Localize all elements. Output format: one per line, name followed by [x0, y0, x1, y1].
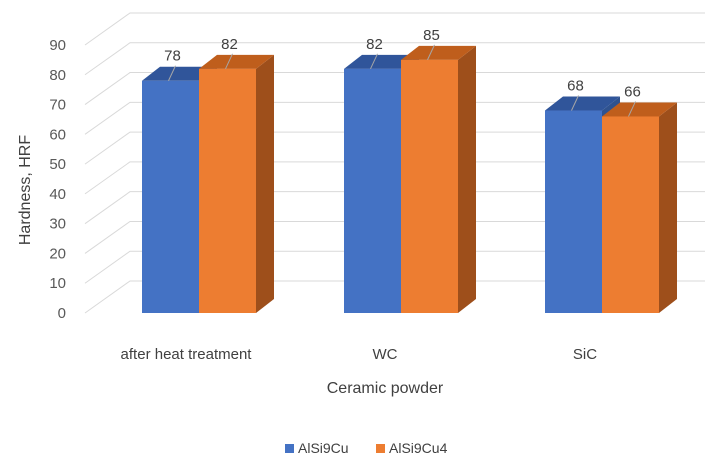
bar-front: [344, 68, 401, 313]
bar: [199, 54, 274, 313]
data-labels: 78 82 82 85 68 66: [164, 27, 641, 117]
data-label: 66: [624, 83, 641, 100]
data-label-leader: [427, 44, 435, 61]
gridline: [84, 12, 705, 46]
data-label-leader: [168, 65, 176, 81]
bar-side: [458, 45, 476, 314]
bar-front: [401, 59, 458, 314]
gridline: [84, 131, 705, 165]
bar-side: [659, 102, 677, 313]
x-tick-label: WC: [373, 346, 398, 363]
gridline: [84, 42, 705, 76]
bar-side: [256, 54, 274, 313]
y-tick-label: 40: [49, 186, 66, 203]
y-tick-label: 50: [49, 156, 66, 173]
bar-front: [199, 68, 256, 313]
y-tick-label: 0: [58, 305, 66, 322]
x-tick-label: after heat treatment: [121, 346, 253, 363]
gridline: [84, 280, 705, 314]
legend-swatch: [376, 444, 385, 453]
y-tick-label: 20: [49, 245, 66, 262]
gridline: [84, 250, 705, 284]
bar: [602, 102, 677, 313]
y-tick-label: 60: [49, 126, 66, 143]
bar: [401, 45, 476, 314]
bar-top: [401, 45, 476, 60]
bar-front: [142, 80, 199, 313]
y-tick-label: 80: [49, 67, 66, 84]
legend-label: AlSi9Cu4: [389, 440, 448, 456]
gridlines: [84, 12, 705, 314]
legend: AlSi9Cu AlSi9Cu4: [285, 440, 448, 456]
data-label: 82: [221, 36, 238, 53]
y-tick-label: 30: [49, 216, 66, 233]
gridline: [84, 220, 705, 254]
data-label: 68: [567, 78, 584, 95]
bar-top: [545, 96, 620, 111]
y-axis-title: Hardness, HRF: [17, 135, 34, 245]
gridline: [84, 72, 705, 105]
legend-swatch: [285, 444, 294, 453]
data-label-leader: [370, 53, 378, 70]
legend-item: AlSi9Cu: [285, 440, 349, 456]
data-label: 85: [423, 27, 440, 44]
bars: [142, 45, 677, 314]
data-label: 78: [164, 48, 181, 65]
y-axis-ticks: 0 10 20 30 40 50 60 70 80 90: [49, 37, 66, 322]
legend-item: AlSi9Cu4: [376, 440, 448, 456]
y-tick-label: 10: [49, 275, 66, 292]
data-label-leader: [628, 101, 636, 117]
bar-front: [545, 110, 602, 313]
gridline: [84, 191, 705, 225]
bar-top: [344, 54, 419, 69]
bar-front: [602, 116, 659, 313]
gridline: [84, 101, 705, 135]
x-tick-label: SiC: [573, 346, 597, 363]
bar-top: [142, 66, 217, 81]
bar-top: [602, 102, 677, 117]
data-label: 82: [366, 36, 383, 53]
data-label-leader: [225, 53, 233, 70]
legend-label: AlSi9Cu: [298, 440, 349, 456]
x-axis-title: Ceramic powder: [327, 380, 444, 397]
x-axis-categories: after heat treatment WC SiC: [121, 346, 598, 363]
gridline: [84, 161, 705, 195]
bar-top: [199, 54, 274, 69]
y-tick-label: 70: [49, 97, 66, 114]
data-label-leader: [571, 95, 579, 111]
y-tick-label: 90: [49, 37, 66, 54]
